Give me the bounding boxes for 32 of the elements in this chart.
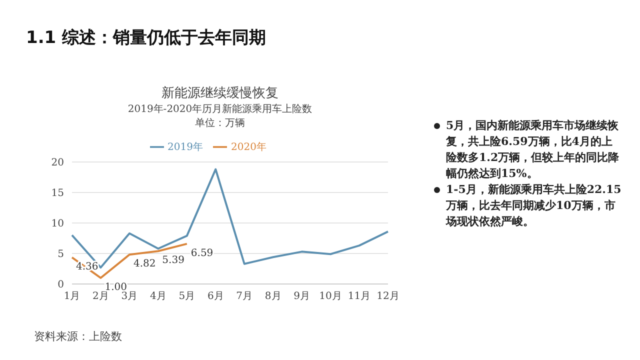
text: 1.1 综述：销量仍低于去年同期 [26, 27, 266, 49]
legend-label: 2020年 [231, 142, 266, 153]
x-tick-label: 4月 [150, 291, 166, 302]
line-series [71, 168, 389, 269]
x-tick-label: 9月 [294, 291, 310, 302]
chart-subtitle: 2019年-2020年历月新能源乘用车上险数 [126, 102, 314, 116]
x-tick-label: 7月 [236, 291, 253, 302]
text: 单位：万辆 [194, 116, 246, 130]
legend-label: 2019年 [168, 142, 203, 153]
x-tick-label: 5月 [178, 291, 196, 302]
y-tick-label: 15 [51, 188, 64, 200]
x-tick-label: 3月 [121, 291, 138, 302]
data-label: 4.82 [133, 258, 156, 270]
x-tick-label: 1月 [64, 291, 80, 302]
chart-title: 新能源继续缓慢恢复 [160, 85, 280, 102]
y-tick-label: 5 [58, 249, 64, 260]
text: 5月，国内新能源乘用车市场继续恢复，共上险6.59万辆，比4月的上险数多1.2万辆，但较上年的同比降幅仍然达到15%。 [445, 118, 620, 182]
text: 资料来源：上险数 [34, 329, 122, 344]
y-tick-label: 10 [51, 218, 64, 230]
y-tick-label: 20 [51, 158, 64, 169]
x-tick-label: 8月 [264, 291, 282, 302]
x-tick-label: 10月 [319, 291, 342, 302]
data-label: 5.39 [162, 255, 184, 266]
x-tick-label: 6月 [207, 291, 224, 302]
x-tick-label: 12月 [376, 291, 400, 302]
line-series [71, 242, 188, 279]
x-tick-label: 2月 [92, 291, 109, 302]
text: 1-5月，新能源乘用车共上险22.15万辆，比去年同期减少10万辆，市场现状依然严峻。 [444, 182, 622, 230]
data-label: 6.59 [190, 248, 214, 259]
y-tick-label: 0 [58, 280, 64, 291]
x-tick-label: 11月 [348, 291, 371, 302]
data-label: 1.00 [104, 282, 127, 293]
